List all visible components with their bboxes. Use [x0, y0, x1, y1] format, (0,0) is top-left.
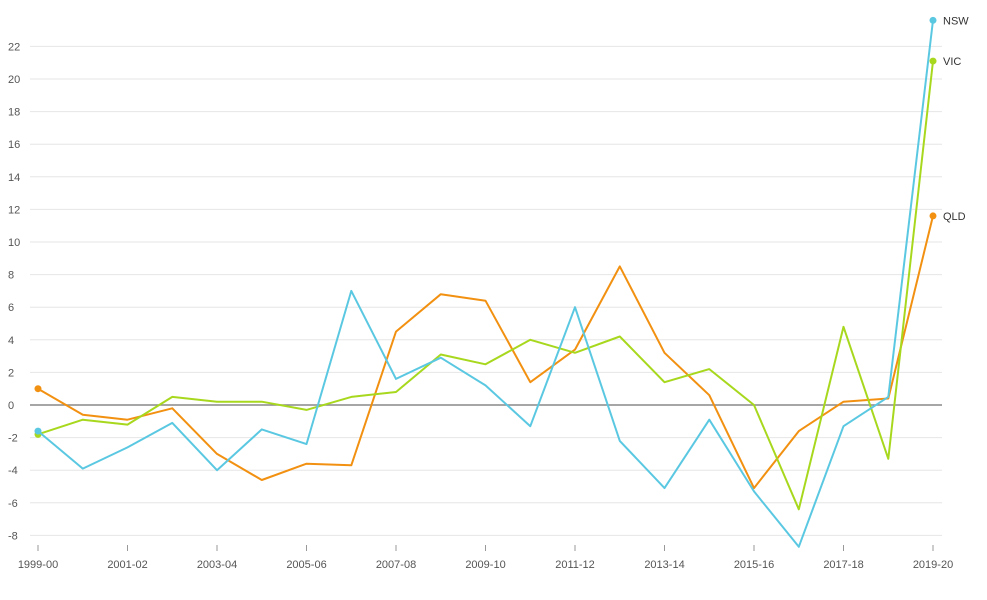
- series-line-vic: [37, 60, 934, 511]
- y-tick-label: 18: [8, 107, 20, 119]
- y-tick-label: 16: [8, 139, 20, 151]
- series-end-labels: QLD VIC NSW: [943, 15, 969, 223]
- series-label-nsw: NSW: [943, 15, 969, 27]
- y-tick-label: 20: [8, 74, 20, 86]
- series-end-point-nsw: [929, 16, 937, 24]
- gridlines: [30, 45, 942, 536]
- x-tick-label: 2001-02: [107, 559, 147, 571]
- x-tick-label: 2019-20: [913, 559, 953, 571]
- x-tick-label: 2007-08: [376, 559, 416, 571]
- series-end-point-vic: [929, 57, 937, 65]
- y-tick-label: -2: [8, 433, 18, 445]
- y-tick-label: 0: [8, 400, 14, 412]
- series-start-point-nsw: [34, 427, 42, 435]
- y-tick-label: 12: [8, 204, 20, 216]
- x-tick-label: 2003-04: [197, 559, 237, 571]
- y-tick-label: 2: [8, 367, 14, 379]
- series-group: [34, 16, 937, 548]
- series-line-nsw: [37, 19, 934, 548]
- y-tick-label: -4: [8, 465, 18, 477]
- y-tick-label: 8: [8, 270, 14, 282]
- x-tick-label: 2017-18: [823, 559, 863, 571]
- x-tick-label: 2005-06: [286, 559, 326, 571]
- x-tick-label: 2015-16: [734, 559, 774, 571]
- y-tick-label: 14: [8, 172, 20, 184]
- series-start-point-qld: [34, 385, 42, 393]
- y-tick-label: 10: [8, 237, 20, 249]
- y-tick-label: 6: [8, 302, 14, 314]
- y-axis-labels: -8 -6 -4 -2 0 2 4 6 8 10 12 14 16 18 20 22: [8, 41, 20, 542]
- y-tick-label: 22: [8, 41, 20, 53]
- y-tick-label: -6: [8, 498, 18, 510]
- x-tick-label: 2013-14: [644, 559, 684, 571]
- series-label-qld: QLD: [943, 211, 966, 223]
- x-tick-label: 1999-00: [18, 559, 58, 571]
- series-end-point-qld: [929, 212, 937, 220]
- series-label-vic: VIC: [943, 56, 961, 68]
- y-tick-label: -8: [8, 530, 18, 542]
- x-tick-label: 2011-12: [555, 559, 595, 571]
- series-line-qld: [37, 214, 934, 490]
- x-tick-label: 2009-10: [465, 559, 505, 571]
- y-tick-label: 4: [8, 335, 14, 347]
- x-axis: 1999-00 2001-02 2003-04 2005-06 2007-08 2009-…: [18, 545, 953, 571]
